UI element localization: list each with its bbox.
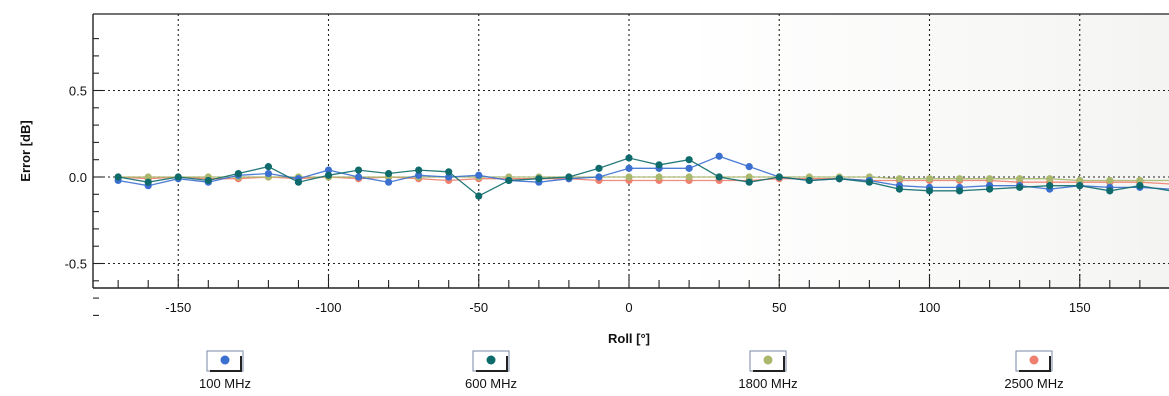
legend-item: 600 MHz [465, 350, 517, 391]
x-axis-label: Roll [°] [608, 331, 650, 346]
legend-marker [220, 355, 230, 365]
data-point [114, 173, 122, 181]
data-point [1106, 187, 1114, 195]
legend-marker [486, 355, 496, 365]
y-tick-label: 0.0 [69, 170, 87, 185]
data-point [745, 163, 753, 171]
data-point [685, 156, 693, 164]
data-point [895, 175, 904, 183]
data-point [354, 166, 363, 174]
series-600-mhz [114, 154, 1169, 200]
data-point [1106, 176, 1114, 185]
data-point [204, 176, 212, 185]
data-point [445, 173, 453, 181]
data-point [144, 178, 152, 186]
data-point [354, 173, 363, 181]
data-point [775, 173, 783, 181]
series-line [118, 157, 1169, 197]
x-tick-label: -100 [315, 300, 341, 315]
tick-labels: -150 -100 -50 0 50 100 150 0.5 0.0 -0.5 [65, 84, 1091, 316]
data-point [745, 178, 753, 186]
data-point [715, 152, 723, 160]
data-point [865, 178, 874, 186]
data-point [475, 192, 483, 200]
data-point [955, 175, 964, 183]
data-point [715, 173, 723, 181]
data-point [925, 187, 934, 195]
data-point [324, 171, 333, 179]
data-point [986, 175, 994, 183]
data-point [264, 169, 272, 178]
data-point [324, 166, 333, 174]
data-point [475, 171, 483, 179]
data-point [1076, 176, 1084, 185]
data-point [595, 173, 603, 181]
tick-marks [93, 38, 1141, 316]
data-point [1136, 182, 1144, 190]
data-point [234, 169, 242, 178]
legend-label: 100 MHz [199, 376, 251, 391]
data-point [144, 173, 152, 181]
data-point [535, 175, 543, 183]
data-point [805, 176, 813, 185]
data-point [264, 163, 272, 171]
data-point [565, 173, 573, 181]
data-point [685, 173, 693, 181]
data-point [625, 154, 633, 162]
series-line [118, 155, 1169, 190]
data-point [835, 175, 843, 183]
data-point [505, 176, 513, 185]
data-point [1046, 182, 1054, 190]
legend-item: 2500 MHz [1004, 350, 1064, 391]
data-point [385, 178, 393, 186]
data-point [655, 173, 663, 181]
x-tick-label: -150 [165, 300, 191, 315]
plot-area [93, 14, 1169, 288]
data-point [895, 185, 904, 193]
legend-item: 100 MHz [199, 350, 251, 391]
legend: 100 MHz 600 MHz 1800 MHz 2500 MHz [199, 350, 1064, 391]
data-point [1016, 175, 1024, 183]
legend-label: 2500 MHz [1004, 376, 1063, 391]
data-point [294, 178, 303, 186]
data-point [1076, 182, 1084, 190]
data-point [385, 169, 393, 178]
x-tick-label: 150 [1069, 300, 1091, 315]
data-point [745, 173, 753, 181]
legend-label: 1800 MHz [738, 376, 797, 391]
data-point [445, 168, 453, 176]
data-point [1136, 176, 1144, 185]
x-tick-label: 50 [772, 300, 786, 315]
series-line [118, 176, 1169, 182]
legend-item: 1800 MHz [738, 350, 798, 391]
data-point [625, 173, 633, 181]
y-tick-label: 0.5 [69, 84, 87, 99]
data-point [415, 166, 423, 174]
data-point [955, 187, 964, 195]
legend-marker [1029, 355, 1039, 365]
y-tick-label: -0.5 [65, 257, 87, 272]
data-point [415, 171, 423, 179]
data-point [685, 164, 693, 172]
x-tick-label: 0 [625, 300, 632, 315]
data-point [1016, 183, 1024, 191]
series-layer [114, 152, 1169, 200]
data-point [925, 175, 934, 183]
data-point [1046, 175, 1054, 183]
legend-label: 600 MHz [465, 376, 517, 391]
data-point [625, 164, 633, 172]
data-point [174, 173, 182, 181]
data-point [986, 185, 994, 193]
x-tick-label: 100 [919, 300, 941, 315]
y-axis-label: Error [dB] [18, 120, 33, 181]
data-point [595, 164, 603, 172]
x-tick-label: -50 [469, 300, 488, 315]
data-point [655, 161, 663, 169]
legend-marker [763, 355, 773, 365]
